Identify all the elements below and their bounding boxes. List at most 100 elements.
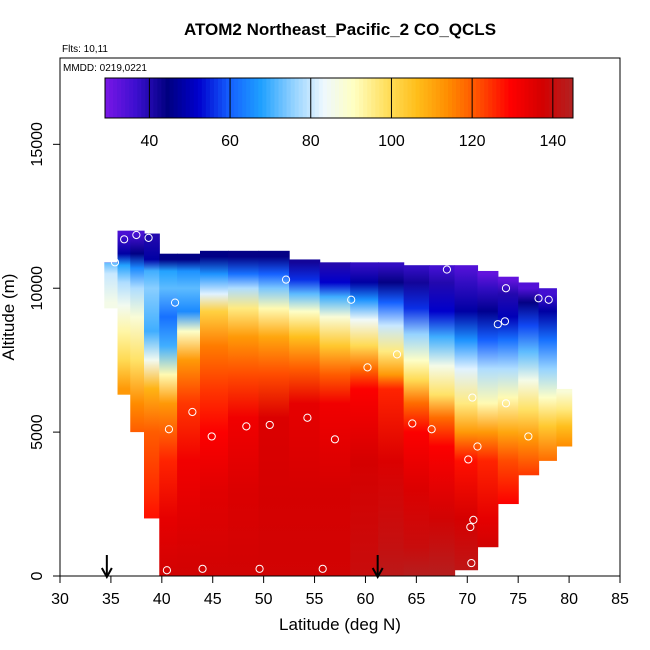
sample-point [466, 522, 475, 532]
colorbar-cell [161, 78, 167, 118]
sample-point [164, 425, 174, 434]
colorbar-cell [238, 78, 243, 118]
colorbar-cell [407, 78, 413, 118]
colorbar-cell [205, 78, 211, 118]
colorbar-cell [548, 78, 554, 118]
colorbar-cell [193, 78, 199, 118]
colorbar-cell [189, 78, 195, 118]
colorbar-cell [564, 78, 570, 118]
colorbar-cell [464, 78, 469, 118]
sample-points [110, 230, 553, 575]
curtain-column [104, 262, 119, 309]
sample-point [468, 393, 477, 402]
colorbar-cell [456, 78, 461, 118]
colorbar-cell [278, 78, 284, 118]
sample-point [120, 235, 129, 244]
curtain-column [228, 250, 260, 577]
sample-point [170, 298, 180, 307]
colorbar-cell [339, 78, 344, 118]
colorbar-cell [234, 78, 239, 118]
sample-point [132, 230, 141, 240]
colorbar-cell [443, 78, 449, 118]
colorbar-cell [415, 78, 421, 118]
colorbar-cell [173, 78, 179, 118]
sample-point [442, 265, 452, 274]
colorbar: 40 60 80 100 120 140 [104, 77, 574, 150]
sample-point [303, 413, 312, 422]
colorbar-cell [254, 78, 259, 118]
flights-label: Flts: 10,11 [62, 44, 108, 55]
colorbar-cell [359, 78, 364, 118]
colorbar-cell [129, 78, 134, 118]
y-tick-label: 15000 [29, 122, 46, 167]
colorbar-cell [298, 78, 304, 118]
chart-title: ATOM2 Northeast_Pacific_2 CO_QCLS [184, 20, 496, 39]
x-tick-label: 50 [255, 591, 273, 608]
colorbar-cell [544, 78, 550, 118]
colorbar-cell [391, 78, 396, 118]
colorbar-cell [117, 78, 122, 118]
sample-point [188, 407, 197, 417]
colorbar-cell [403, 78, 409, 118]
colorbar-cell [371, 78, 376, 118]
colorbar-cell [355, 78, 360, 118]
colorbar-cell [411, 78, 417, 118]
colorbar-cell [431, 78, 437, 118]
sample-point [501, 284, 511, 293]
colorbar-cell [375, 78, 380, 118]
y-tick-label: 5000 [29, 414, 46, 450]
colorbar-cell [286, 78, 292, 118]
sample-point [392, 350, 402, 359]
x-axis: 30 35 40 45 50 55 60 65 70 75 80 85 [51, 576, 629, 608]
sample-point [318, 564, 327, 573]
colorbar-cell [282, 78, 288, 118]
down-arrow [100, 555, 113, 580]
colorbar-cell [250, 78, 255, 118]
colorbar-cell [536, 78, 542, 118]
x-axis-label: Latitude (deg N) [279, 615, 401, 634]
sample-point [524, 432, 533, 441]
colorbar-cell [379, 78, 384, 118]
down-arrow [371, 555, 384, 580]
sample-point [242, 422, 251, 431]
colorbar-cell [217, 78, 223, 118]
sample-point [469, 515, 478, 524]
sample-point [110, 258, 120, 267]
sample-point [493, 320, 502, 329]
dates-label: MMDD: 0219,0221 [63, 63, 147, 74]
colorbar-cell [290, 78, 296, 118]
x-tick-label: 70 [458, 591, 476, 608]
curtain-column [378, 262, 405, 576]
colorbar-cell [528, 78, 534, 118]
colorbar-cell [266, 78, 271, 118]
colorbar-cell [460, 78, 465, 118]
colorbar-cell [177, 78, 183, 118]
colorbar-cell [141, 78, 146, 118]
sample-point [347, 295, 356, 304]
sample-point [467, 558, 476, 568]
colorbar-cell [125, 78, 130, 118]
colorbar-cell [427, 78, 433, 118]
sample-point [330, 435, 340, 444]
x-tick-label: 60 [357, 591, 375, 608]
colorbar-cell [326, 78, 332, 118]
colorbar-cell [351, 78, 356, 118]
x-tick-label: 40 [153, 591, 171, 608]
colorbar-cell [423, 78, 429, 118]
x-tick-label: 30 [51, 591, 69, 608]
colorbar-cell [488, 78, 493, 118]
colorbar-cell [258, 78, 263, 118]
colorbar-tick-label: 60 [221, 133, 239, 150]
colorbar-cell [246, 78, 251, 118]
colorbar-cell [347, 78, 352, 118]
colorbar-cell [480, 78, 485, 118]
colorbar-cell [508, 78, 513, 118]
colorbar-cell [113, 78, 118, 118]
colorbar-cell [472, 78, 477, 118]
colorbar-tick-label: 100 [378, 133, 405, 150]
colorbar-cell [496, 78, 501, 118]
colorbar-cell [395, 78, 401, 118]
colorbar-cell [294, 78, 300, 118]
colorbar-cell [439, 78, 445, 118]
colorbar-cell [383, 78, 388, 118]
